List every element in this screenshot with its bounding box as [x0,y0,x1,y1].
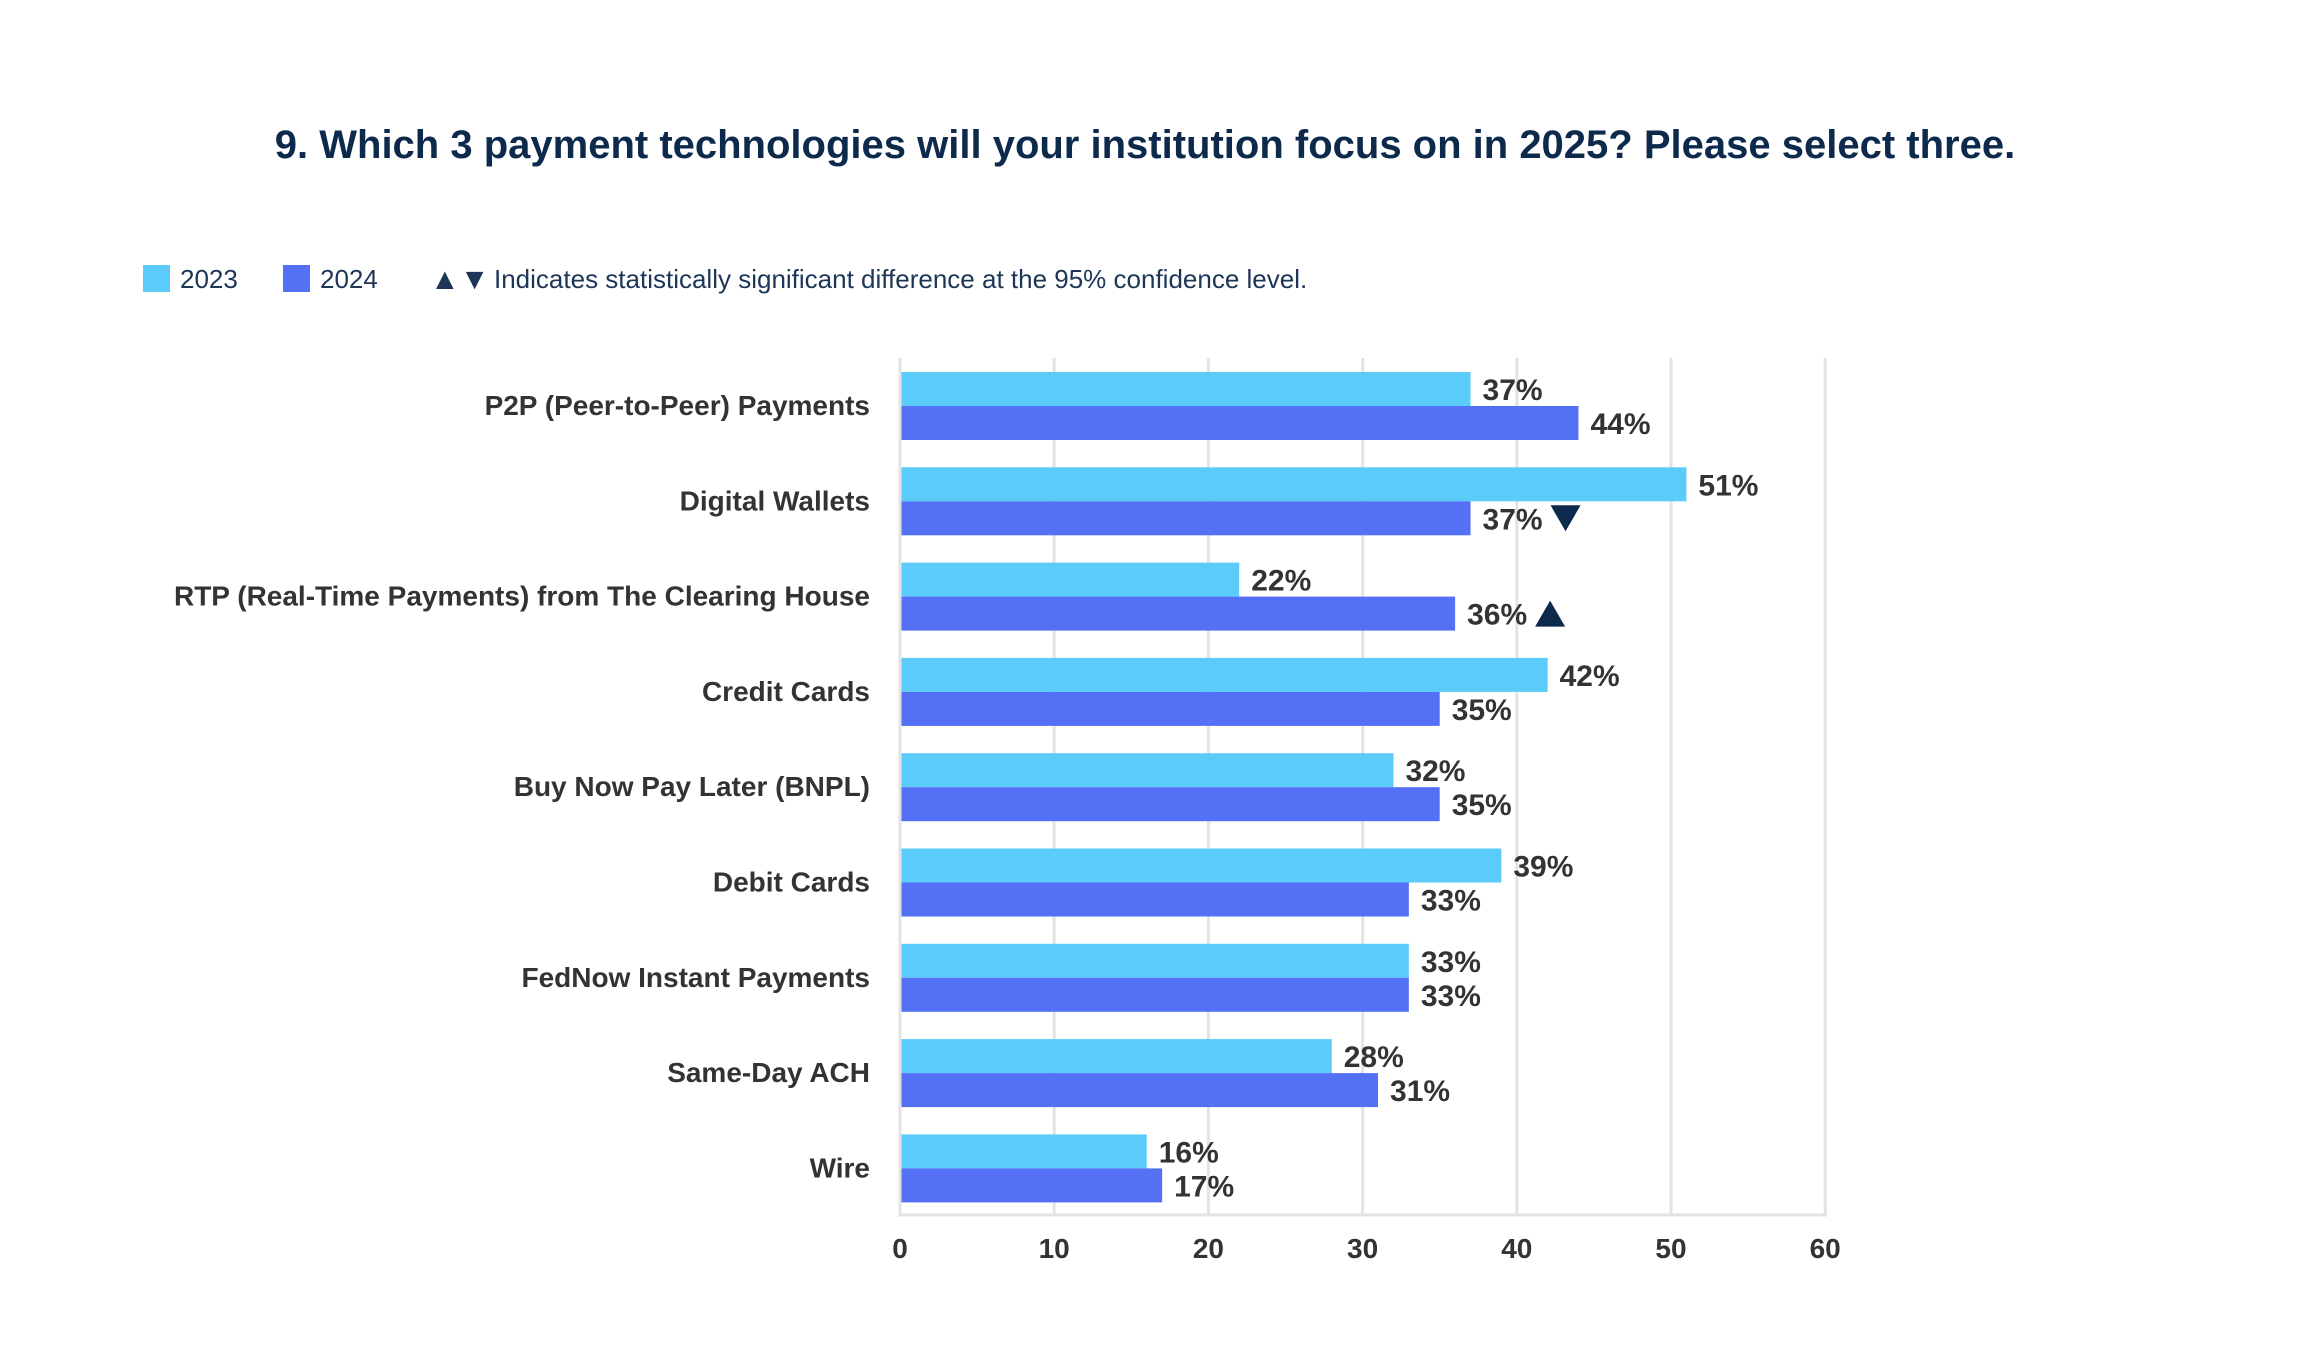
legend-swatch-2023 [143,265,170,292]
data-label: 33% [1421,885,1481,918]
data-label: 42% [1560,660,1620,693]
bar-2024 [900,596,1456,631]
bar-2024 [900,1073,1379,1108]
significant-increase-icon [1535,600,1566,627]
data-label: 17% [1174,1170,1234,1203]
category-label: Digital Wallets [680,485,870,516]
x-tick-label: 0 [892,1233,908,1264]
x-tick-label: 60 [1810,1233,1841,1264]
significance-note: Indicates statistically significant diff… [494,264,1307,294]
x-tick-label: 10 [1039,1233,1070,1264]
bars: 37%44%51%37%22%36%42%35%32%35%39%33%33%3… [898,358,1828,1217]
legend-swatch-2024 [283,265,310,292]
category-label: FedNow Instant Payments [521,962,870,993]
category-label: P2P (Peer-to-Peer) Payments [485,390,870,421]
x-tick-label: 30 [1347,1233,1378,1264]
data-label: 31% [1390,1075,1450,1108]
bar-2023 [900,372,1471,406]
bar-2023 [900,562,1240,597]
significant-decrease-icon [1550,505,1581,532]
data-label: 35% [1452,694,1512,727]
category-label: Wire [810,1152,870,1183]
category-labels: P2P (Peer-to-Peer) Payments Digital Walle… [174,390,870,1183]
bar-2023 [900,1039,1332,1074]
x-tick-label: 50 [1655,1233,1686,1264]
data-label: 51% [1698,469,1758,502]
chart-title: 9. Which 3 payment technologies will you… [275,123,2015,167]
legend-label-2024: 2024 [320,264,378,294]
bar-2024 [900,977,1409,1012]
data-label: 37% [1483,374,1543,407]
data-label: 39% [1513,851,1573,884]
data-label: 44% [1590,408,1650,441]
x-tick-label: 20 [1193,1233,1224,1264]
bar-2023 [900,467,1687,502]
bar-2023 [900,943,1409,978]
legend: 2023 2024 ▲▼ Indicates statistically sig… [143,263,1307,296]
data-label: 36% [1467,599,1527,632]
significance-legend-icon: ▲▼ [430,263,489,296]
data-label: 32% [1405,755,1465,788]
bar-2023 [900,848,1502,883]
data-label: 22% [1251,565,1311,598]
bar-2024 [900,787,1440,822]
x-axis-ticks: 0 10 20 30 40 50 60 [892,1233,1841,1264]
x-tick-label: 40 [1501,1233,1532,1264]
category-label: Same-Day ACH [667,1057,870,1088]
data-label: 33% [1421,946,1481,979]
bar-2023 [900,657,1548,692]
bar-2024 [900,1168,1163,1203]
bar-2023 [900,1134,1147,1169]
category-label: Debit Cards [713,867,870,898]
category-label: Credit Cards [702,676,870,707]
category-label: RTP (Real-Time Payments) from The Cleari… [174,581,870,612]
data-label: 28% [1344,1041,1404,1074]
bar-2023 [900,753,1394,788]
data-label: 33% [1421,980,1481,1013]
bar-2024 [900,882,1409,917]
bar-2024 [900,501,1471,536]
data-label: 35% [1452,789,1512,822]
data-label: 37% [1483,503,1543,536]
legend-label-2023: 2023 [180,264,238,294]
category-label: Buy Now Pay Later (BNPL) [514,771,870,802]
bar-2024 [900,691,1440,726]
bar-2024 [900,406,1579,440]
data-label: 16% [1159,1136,1219,1169]
